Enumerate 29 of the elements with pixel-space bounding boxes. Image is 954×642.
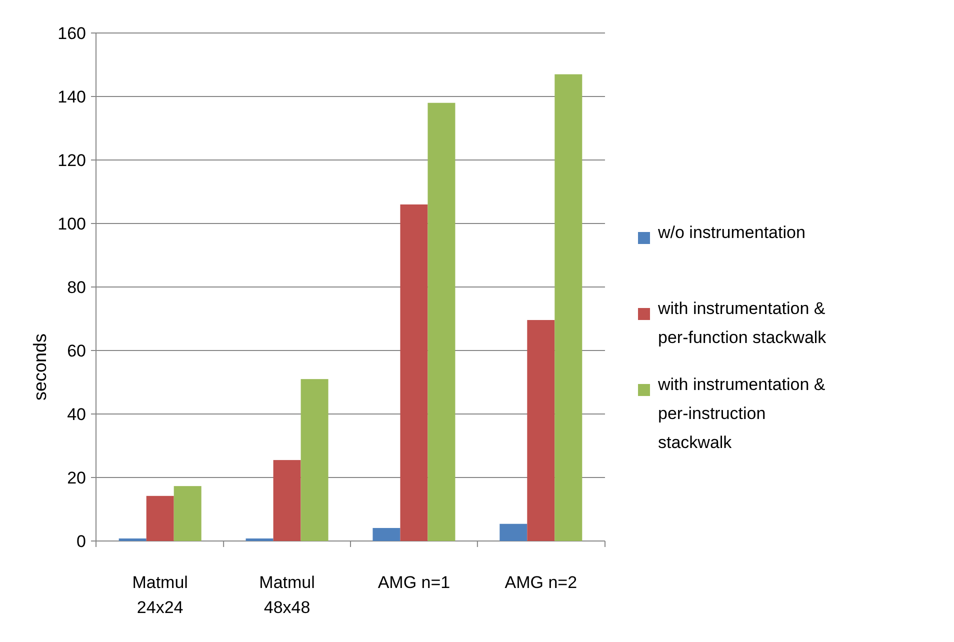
x-tick-label: Matmul 24x24	[132, 573, 188, 617]
x-tick-label: AMG n=1	[378, 573, 450, 592]
y-tick-label: 160	[58, 24, 86, 43]
bar	[246, 538, 274, 541]
y-tick-label: 80	[67, 278, 86, 297]
x-tick-label: AMG n=2	[504, 573, 578, 592]
bar	[554, 74, 582, 541]
bar	[527, 320, 555, 541]
y-axis-title: seconds	[30, 333, 50, 401]
legend-label: with instrumentation & per-function stackwalk	[657, 299, 827, 347]
bar	[400, 204, 428, 541]
bar	[500, 524, 528, 541]
y-tick-label: 0	[76, 532, 86, 551]
y-tick-label: 40	[67, 404, 86, 424]
y-tick-label: 60	[67, 341, 86, 360]
bar	[428, 102, 456, 541]
bar	[372, 528, 400, 541]
bar	[273, 460, 301, 541]
bar	[118, 538, 146, 541]
y-tick-label: 120	[58, 150, 86, 170]
legend-label: w/o instrumentation	[657, 223, 806, 242]
y-tick-label: 140	[58, 87, 86, 106]
bar	[146, 496, 174, 541]
legend-label: with instrumentation & per-instruction stackwalk	[657, 375, 826, 452]
x-tick-label: Matmul 48x48	[259, 573, 315, 617]
y-tick-label: 20	[67, 468, 86, 488]
bar	[174, 486, 202, 541]
bar	[300, 379, 328, 541]
y-tick-label: 100	[58, 214, 86, 234]
